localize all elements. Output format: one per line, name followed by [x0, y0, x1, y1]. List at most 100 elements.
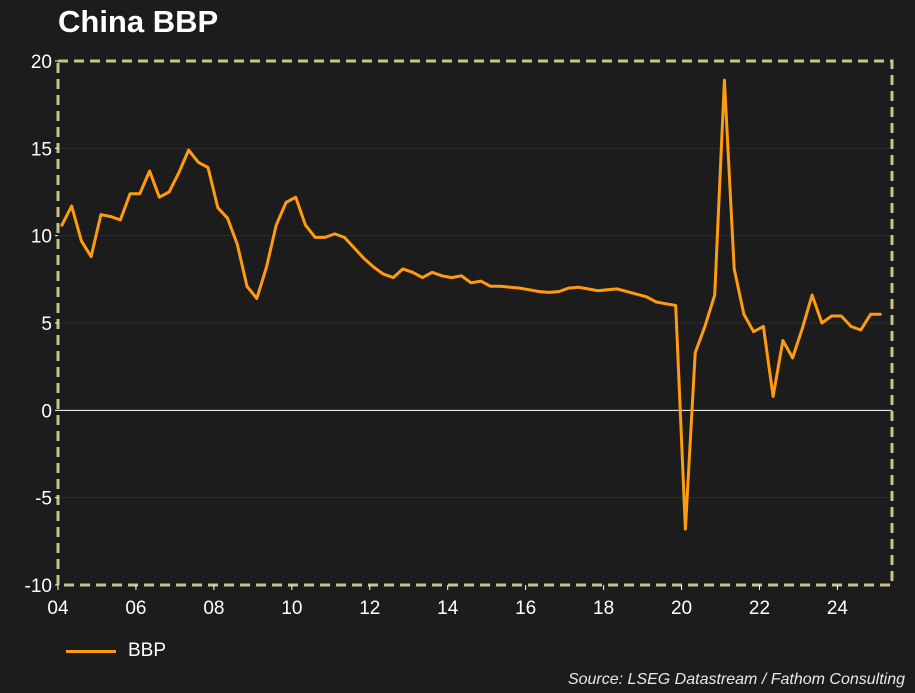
data-point — [372, 265, 375, 269]
data-point — [528, 288, 531, 292]
data-point — [411, 271, 414, 274]
data-point — [508, 285, 512, 289]
data-point — [771, 395, 775, 398]
data-point — [245, 285, 249, 288]
data-point — [538, 290, 541, 293]
series-layer — [60, 78, 882, 531]
data-point — [479, 279, 483, 283]
data-point — [119, 218, 122, 222]
grid-layer — [58, 147, 892, 499]
y-axis-ticks: 20 15 10 5 0 -5 -10 — [25, 52, 58, 597]
data-point — [265, 265, 268, 269]
data-point — [557, 290, 561, 293]
data-point — [167, 190, 171, 194]
data-point — [781, 339, 785, 342]
data-point — [274, 223, 278, 227]
y-tick-label: -5 — [35, 489, 52, 510]
data-point — [196, 161, 200, 164]
y-tick-label: 20 — [31, 52, 52, 73]
data-point — [89, 255, 93, 258]
data-point — [635, 292, 639, 296]
data-point — [235, 243, 239, 246]
data-point — [382, 272, 385, 276]
data-point — [732, 267, 736, 271]
data-point — [791, 356, 794, 360]
data-point — [226, 216, 229, 220]
legend: BBP — [66, 640, 166, 662]
data-point — [693, 351, 697, 354]
x-axis-ticks: 04 06 08 10 12 14 16 18 20 22 24 — [47, 585, 848, 619]
data-point — [499, 285, 502, 288]
data-point — [128, 192, 132, 196]
x-tick-label: 12 — [359, 598, 380, 619]
data-point — [810, 293, 814, 297]
data-point — [430, 271, 434, 274]
data-point — [879, 312, 882, 316]
x-tick-label: 04 — [47, 598, 69, 619]
data-point — [294, 195, 298, 199]
data-point — [596, 289, 600, 292]
data-point — [820, 321, 824, 325]
data-point — [840, 314, 843, 318]
data-point — [762, 325, 765, 328]
data-point — [713, 293, 716, 297]
data-point — [352, 246, 356, 250]
y-tick-label: -10 — [25, 576, 52, 597]
legend-swatch — [66, 649, 116, 653]
x-tick-label: 18 — [593, 598, 614, 619]
data-point — [606, 288, 609, 292]
x-tick-label: 16 — [515, 598, 536, 619]
x-tick-label: 06 — [125, 598, 146, 619]
data-point — [664, 302, 668, 306]
data-point — [742, 312, 746, 316]
data-point — [723, 78, 726, 82]
data-point — [421, 276, 424, 279]
data-point — [177, 171, 181, 175]
data-point — [859, 328, 863, 332]
series-line-bbp — [60, 78, 882, 531]
data-point — [206, 166, 210, 169]
data-point — [148, 169, 151, 173]
data-point — [684, 527, 687, 531]
data-point — [138, 192, 142, 196]
data-point — [80, 239, 83, 243]
data-point — [440, 274, 444, 278]
data-point — [323, 236, 327, 239]
x-tick-label: 22 — [749, 598, 770, 619]
data-point — [615, 287, 619, 291]
data-point — [362, 257, 366, 260]
data-point — [674, 304, 678, 307]
data-point — [158, 195, 161, 199]
chart-title: China BBP — [58, 4, 219, 39]
data-point — [401, 267, 405, 271]
data-point — [187, 148, 190, 152]
data-point — [343, 236, 346, 239]
data-point — [460, 274, 463, 278]
data-point — [567, 286, 570, 290]
x-tick-label: 10 — [281, 598, 302, 619]
x-tick-label: 08 — [203, 598, 224, 619]
data-point — [255, 297, 259, 300]
data-point — [304, 223, 307, 227]
y-tick-label: 10 — [31, 227, 52, 248]
data-point — [586, 287, 590, 291]
data-point — [625, 290, 629, 293]
data-point — [849, 325, 853, 328]
y-tick-label: 5 — [41, 314, 52, 335]
data-point — [333, 232, 337, 236]
data-point — [869, 312, 872, 316]
data-point — [645, 295, 648, 299]
source-note: Source: LSEG Datastream / Fathom Consult… — [567, 671, 905, 688]
legend-label-bbp: BBP — [128, 640, 167, 661]
data-point — [70, 204, 73, 208]
data-point — [391, 276, 395, 279]
data-point — [450, 276, 453, 279]
data-point — [576, 285, 580, 289]
data-point — [99, 213, 103, 217]
data-point — [469, 281, 473, 285]
data-point — [703, 325, 707, 328]
data-point — [313, 236, 317, 239]
data-point — [60, 223, 64, 227]
data-point — [830, 314, 833, 318]
